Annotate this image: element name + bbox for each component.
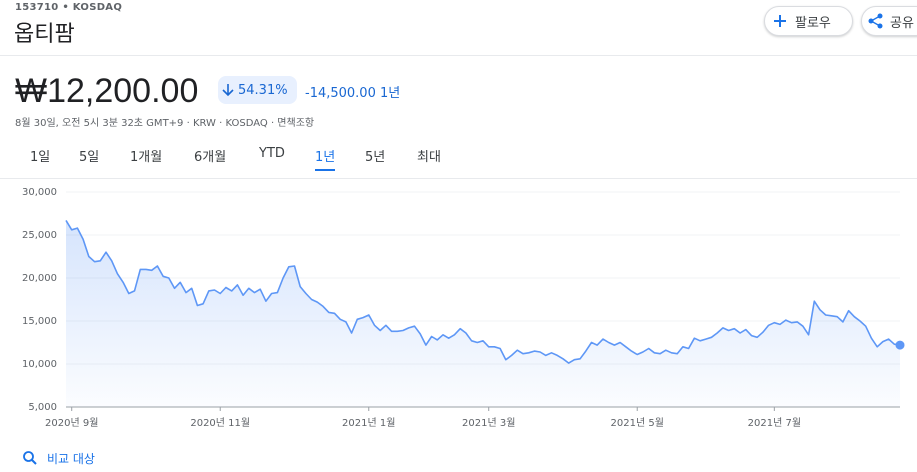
x-tick-label: 2020년 9월: [45, 417, 98, 429]
price: ₩12,200.00: [15, 72, 199, 110]
range-tab[interactable]: 최대: [417, 150, 441, 165]
x-tick-label: 2021년 3월: [462, 417, 515, 429]
x-tick-label: 2021년 7월: [748, 417, 801, 429]
y-tick-label: 20,000: [22, 273, 57, 284]
compare-link[interactable]: 비교 대상: [47, 452, 95, 466]
y-tick-label: 25,000: [22, 230, 57, 241]
chart: 5,000 10,000 15,000 20,000 25,000 30,000 2020년…: [22, 187, 905, 429]
share-button[interactable]: 공유: [861, 6, 917, 36]
search-icon: [22, 450, 38, 470]
ticker: 153710 • KOSDAQ: [15, 2, 123, 13]
y-tick-label: 30,000: [22, 187, 57, 198]
last-point: [895, 340, 905, 350]
range-tab[interactable]: 5년: [365, 150, 386, 165]
y-tick-label: 5,000: [28, 402, 57, 413]
y-tick-label: 15,000: [22, 316, 57, 327]
range-tab[interactable]: 1개월: [130, 150, 163, 165]
share-label: 공유: [890, 15, 914, 31]
range-tab[interactable]: 5일: [79, 150, 100, 165]
change-percent: 54.31%: [238, 82, 288, 98]
follow-button[interactable]: 팔로우: [764, 6, 853, 36]
tab-underline: [315, 169, 335, 171]
divider: [0, 55, 917, 56]
follow-label: 팔로우: [795, 15, 831, 31]
range-tab[interactable]: 6개월: [194, 150, 227, 165]
range-tab[interactable]: YTD: [259, 146, 285, 161]
down-arrow: [222, 84, 234, 97]
divider: [0, 178, 917, 179]
plus-icon: [774, 15, 786, 27]
x-tick-label: 2021년 1월: [342, 417, 395, 429]
change-value: -14,500.00: [305, 86, 376, 101]
area: [66, 220, 900, 407]
share-icon: [868, 13, 883, 29]
x-tick-label: 2021년 5월: [611, 417, 664, 429]
change-badge: 54.31%: [218, 76, 297, 104]
change: -14,500.00 1년: [305, 82, 400, 101]
change-period: 1년: [380, 86, 401, 101]
x-tick-label: 2020년 11월: [190, 417, 250, 429]
price-line: [65, 219, 901, 364]
timestamp: 8월 30일, 오전 5시 3분 32초 GMT+9 · KRW · KOSDA…: [15, 118, 315, 129]
stock-name: 옵티팜: [14, 22, 75, 47]
range-tab[interactable]: 1년: [315, 150, 336, 165]
range-tab[interactable]: 1일: [30, 150, 51, 165]
y-tick-label: 10,000: [22, 359, 57, 370]
